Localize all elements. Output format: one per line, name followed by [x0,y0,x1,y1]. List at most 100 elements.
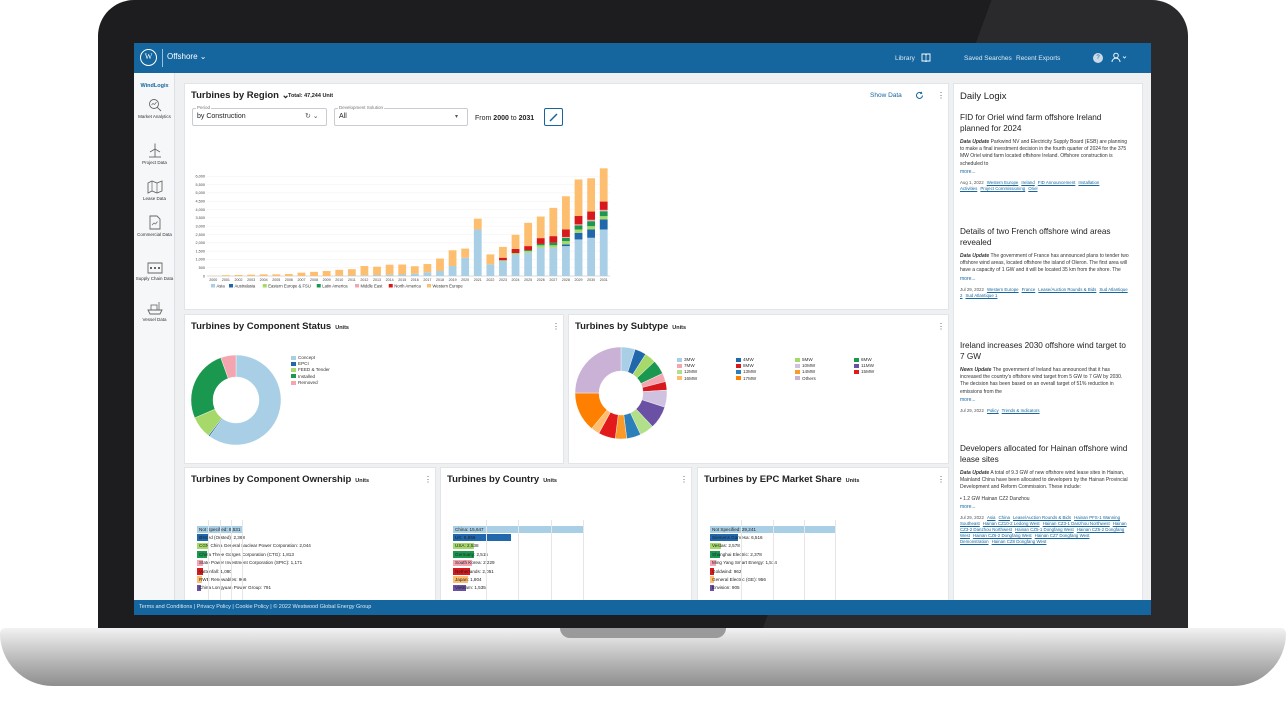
legend-item[interactable]: 15MW [854,369,874,374]
news-tag[interactable]: Hainan CZ6-2 Dongfang West [972,532,1032,538]
legend-item[interactable]: EPCI [291,361,309,366]
book-icon[interactable] [921,53,931,62]
help-icon[interactable]: ? [1093,53,1103,63]
news-headline[interactable]: Developers allocated for Hainan offshore… [960,444,1128,464]
legend-item[interactable]: 11MW [854,363,874,368]
bar[interactable] [453,559,472,567]
news-tag[interactable]: Lease/Auction Rounds & Bids [1038,286,1097,292]
brand-logo[interactable]: W [140,49,157,66]
bar[interactable] [453,542,475,550]
legend-item[interactable]: FEED & Tender [291,367,330,372]
legend-item[interactable]: 10MW [795,363,815,368]
more-options-icon[interactable]: ⋮ [680,475,688,484]
news-tag[interactable]: Policy [986,407,999,413]
sidebar-item-supply-chain-data[interactable]: Supply Chain Data [134,260,175,282]
news-tag[interactable]: Western Europe [986,179,1019,185]
news-tag[interactable]: FID Announcement [1037,179,1076,185]
news-headline[interactable]: Details of two French offshore wind area… [960,227,1111,247]
legend-item[interactable]: 6MW [854,357,872,362]
bar[interactable] [453,551,474,558]
news-item[interactable]: Developers allocated for Hainan offshore… [960,443,1132,545]
bar[interactable] [197,584,202,592]
reset-icon[interactable]: ↻ ⌄ [305,113,319,120]
recent-exports-link[interactable]: Recent Exports [1016,55,1061,62]
development-solution-select[interactable]: Development Solution All ▾ [334,105,468,126]
bar[interactable] [453,576,468,583]
refresh-icon[interactable] [915,91,924,100]
news-tag[interactable]: Hainan CZ7 Dongfang West Demonstration [960,532,1090,544]
legend-item[interactable]: Removed [291,380,318,385]
bar[interactable] [710,576,715,583]
sidebar-item-market-analytics[interactable]: Market Analytics [134,98,175,120]
news-tag[interactable]: Asia [986,514,996,520]
period-select[interactable]: Period by Construction ↻ ⌄ [192,105,327,126]
bar[interactable] [197,534,210,541]
more-link[interactable]: more... [960,168,976,175]
legend-item[interactable]: 5MW [795,357,813,362]
news-headline[interactable]: Ireland increases 2030 offshore wind tar… [960,341,1126,361]
more-options-icon[interactable]: ⋮ [937,322,945,331]
news-tag[interactable]: Hainan CZ5-1 Dongfang West [1014,526,1074,532]
bar[interactable] [453,584,466,592]
news-item[interactable]: FID for Oriel wind farm offshore Ireland… [960,112,1132,192]
news-tag[interactable]: Hainan PFS-1 Wanning Southeast [960,514,1121,526]
news-tag[interactable]: Hainan CZ3-2 Danzhou Northwest [960,520,1127,532]
legend-item[interactable]: 16MW [677,376,697,381]
legend-item[interactable]: Others [795,376,816,381]
news-tag[interactable]: Western Europe [986,286,1019,292]
saved-searches-link[interactable]: Saved Searches [964,55,1012,62]
bar[interactable] [197,576,203,583]
news-tag[interactable]: Oriel [1028,185,1038,191]
more-link[interactable]: more... [960,503,976,510]
bar[interactable] [710,534,738,541]
news-tag[interactable]: Installation Activities [960,179,1100,191]
legend-item[interactable]: 7MW [677,363,695,368]
sidebar-item-vessel-data[interactable]: Vessel Data [134,301,175,323]
sidebar-item-project-data[interactable]: Project Data [134,143,175,166]
bar[interactable] [453,568,471,575]
news-tag[interactable]: Hainan CZ10-2 Ledong West [982,520,1040,526]
sidebar-title[interactable]: WindLogix [140,83,169,89]
bar[interactable] [710,551,721,558]
sidebar-item-commercial-data[interactable]: Commercial Data [134,215,175,238]
bar[interactable] [197,559,204,567]
footer-bar[interactable]: Terms and Conditions | Privacy Policy | … [134,600,1151,615]
bar[interactable] [710,542,722,550]
legend-item[interactable]: Installed [291,374,315,379]
user-menu-icon[interactable] [1111,52,1127,63]
bar[interactable] [710,568,715,575]
show-data-link[interactable]: Show Data [870,92,902,99]
news-tag[interactable]: Hainan CZ8 Dongfang West [991,538,1047,544]
legend-item[interactable]: 12MW [677,369,697,374]
news-tag[interactable]: Sud Atlantique 2 [960,286,1128,298]
bar[interactable] [197,542,208,550]
more-options-icon[interactable]: ⋮ [937,475,945,484]
news-tag[interactable]: France [1021,286,1036,292]
range-from[interactable]: 2000 [493,115,509,122]
legend-item[interactable]: Concept [291,355,315,360]
edit-range-button[interactable] [544,108,563,126]
news-tag[interactable]: Ireland [1021,179,1035,185]
news-tag[interactable]: Lease/Auction Rounds & Bids [1012,514,1072,520]
bar[interactable] [710,559,717,567]
legend-item[interactable]: 4MW [736,357,754,362]
more-options-icon[interactable]: ⋮ [424,475,432,484]
news-tag[interactable]: Hainan CZ3-1 Danzhou Northwest [1042,520,1110,526]
legend-item[interactable]: 14MW [795,369,815,374]
news-tag[interactable]: Trends & Indicators [1001,407,1040,413]
product-switcher[interactable]: Offshore ⌄ [167,52,207,61]
more-link[interactable]: more... [960,275,976,282]
legend-item[interactable]: 17MW [736,376,756,381]
legend-item[interactable]: 13MW [736,369,756,374]
legend-item[interactable]: 8MW [736,363,754,368]
more-link[interactable]: more... [960,396,976,403]
more-options-icon[interactable]: ⋮ [552,322,560,331]
news-tag[interactable]: Project Commissioning [980,185,1026,191]
news-tag[interactable]: Sud Atlantique 1 [965,292,998,298]
range-to[interactable]: 2031 [518,115,535,122]
news-tag[interactable]: China [998,514,1010,520]
bar[interactable] [197,568,203,575]
more-options-icon[interactable]: ⋮ [937,91,945,100]
news-item[interactable]: Details of two French offshore wind area… [960,226,1132,299]
news-headline[interactable]: FID for Oriel wind farm offshore Ireland… [960,113,1102,133]
